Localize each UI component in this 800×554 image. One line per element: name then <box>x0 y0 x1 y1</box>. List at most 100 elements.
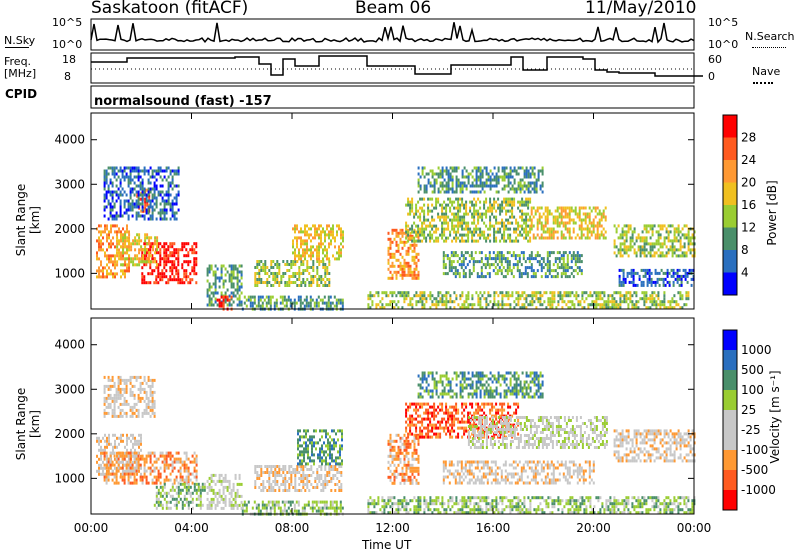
power-colorbar-swatch <box>723 250 737 273</box>
velocity-region-5 <box>254 465 343 492</box>
freq-trace <box>91 55 703 77</box>
freq-tick-top: 18 <box>62 53 76 66</box>
power-colorbar-swatch <box>723 227 737 250</box>
power-region-7 <box>254 260 331 287</box>
date-title: 11/May/2010 <box>585 0 697 18</box>
power-colorbar: 28 24 20 16 12 8 4 <box>722 114 756 296</box>
nave-tick-top: 60 <box>708 53 722 66</box>
velocity-region-3 <box>103 375 156 418</box>
xtick-label: 08:00 <box>274 521 310 535</box>
velocity-colorbar-swatch <box>723 330 737 350</box>
power-ytick-label: 2000 <box>54 222 85 236</box>
velocity-heatmap <box>96 371 696 516</box>
power-region-16 <box>613 224 696 258</box>
velocity-colorbar-swatch <box>723 390 737 410</box>
velocity-region-6 <box>297 429 343 466</box>
velocity-region-7 <box>241 500 344 516</box>
xtick-label: 20:00 <box>576 521 611 535</box>
xtick-label: 00:00 <box>676 521 712 535</box>
power-region-0 <box>96 224 130 279</box>
nave-label: Nave <box>752 65 781 78</box>
velocity-colorbar-tick: 100 <box>741 383 764 397</box>
velocity-colorbar-frame <box>722 329 738 511</box>
nsky-label: N.Sky <box>4 34 36 47</box>
freq-label-line2: [MHz] <box>4 67 37 80</box>
power-colorbar-tick: 28 <box>741 131 756 145</box>
velocity-region-11 <box>417 371 544 399</box>
power-ytick-label: 4000 <box>54 133 85 147</box>
velocity-colorbar-swatch <box>723 430 737 450</box>
power-region-11 <box>405 197 532 243</box>
power-region-12 <box>417 166 544 194</box>
velocity-ytick-label: 3000 <box>54 382 85 396</box>
power-region-4 <box>103 166 180 221</box>
power-colorbar-swatch <box>723 182 737 205</box>
beam-title: Beam 06 <box>355 0 432 18</box>
power-region-2 <box>116 233 159 267</box>
velocity-region-4 <box>206 473 243 510</box>
power-region-8 <box>292 224 344 261</box>
power-colorbar-tick: 24 <box>741 153 756 167</box>
velocity-region-14 <box>613 429 696 463</box>
power-region-17 <box>618 268 695 287</box>
power-region-6 <box>216 295 233 311</box>
power-colorbar-tick: 20 <box>741 176 756 190</box>
velocity-colorbar-tick: 25 <box>741 403 756 417</box>
velocity-colorbar-tick: -25 <box>741 423 761 437</box>
power-colorbar-tick: 4 <box>741 266 749 280</box>
power-region-14 <box>530 206 607 240</box>
velocity-colorbar-tick: 1000 <box>741 343 772 357</box>
nsky-panel-frame <box>90 18 695 51</box>
freq-label-line1: Freq. <box>4 55 32 68</box>
nsearch-tick-top: 10^5 <box>708 16 739 29</box>
nsearch-tick-bottom: 10^0 <box>708 38 739 51</box>
velocity-colorbar-tick: -100 <box>741 443 768 457</box>
power-region-15 <box>367 291 690 310</box>
power-colorbar-tick: 16 <box>741 198 756 212</box>
velocity-region-8 <box>387 433 420 485</box>
velocity-region-2 <box>153 482 206 510</box>
velocity-colorbar-tick: -1000 <box>741 483 776 497</box>
power-region-5 <box>206 264 243 307</box>
power-ytick-label: 1000 <box>54 266 85 280</box>
power-colorbar-swatch <box>723 205 737 228</box>
velocity-colorbar-swatch <box>723 350 737 370</box>
nave-tick-bottom: 0 <box>708 70 715 83</box>
velocity-region-12 <box>442 460 595 485</box>
velocity-ytick-label: 4000 <box>54 338 85 352</box>
freq-tick-bottom: 8 <box>64 70 71 83</box>
power-region-9 <box>241 295 344 311</box>
nsky-tick-top: 10^5 <box>52 16 83 29</box>
velocity-colorbar-swatch <box>723 450 737 470</box>
velocity-region-10 <box>467 416 608 449</box>
velocity-colorbar-tick: 500 <box>741 363 764 377</box>
cpid-panel-frame <box>90 85 695 109</box>
nsky-trace <box>90 22 695 44</box>
power-colorbar-swatch <box>723 115 737 138</box>
velocity-colorbar-swatch <box>723 490 737 510</box>
nsearch-label: N.Search <box>745 30 795 43</box>
power-region-13 <box>442 251 583 279</box>
power-colorbar-tick: 8 <box>741 243 749 257</box>
velocity-region-1 <box>103 451 198 485</box>
cpid-mode: normalsound (fast) -157 <box>94 94 272 109</box>
nsearch-line-key <box>752 47 786 48</box>
velocity-colorbar: 1000 500 100 25 -25 -100 -500 -1000 <box>722 329 776 511</box>
velocity-colorbar-swatch <box>723 470 737 490</box>
velocity-colorbar-swatch <box>723 370 737 390</box>
x-axis-label: Time UT <box>362 538 412 552</box>
velocity-ytick-label: 2000 <box>54 427 85 441</box>
velocity-colorbar-tick: -500 <box>741 463 768 477</box>
station-title: Saskatoon (fitACF) <box>91 0 249 18</box>
nsky-line-key <box>5 47 29 48</box>
xtick-label: 12:00 <box>375 521 410 535</box>
xtick-label: 04:00 <box>174 521 209 535</box>
power-colorbar-tick: 12 <box>741 221 756 235</box>
power-colorbar-swatch <box>723 160 737 183</box>
xtick-label: 16:00 <box>475 521 511 535</box>
velocity-ytick-label: 1000 <box>54 471 85 485</box>
power-region-10 <box>387 228 420 280</box>
power-colorbar-frame <box>722 114 738 296</box>
nsky-tick-bottom: 10^0 <box>52 38 83 51</box>
